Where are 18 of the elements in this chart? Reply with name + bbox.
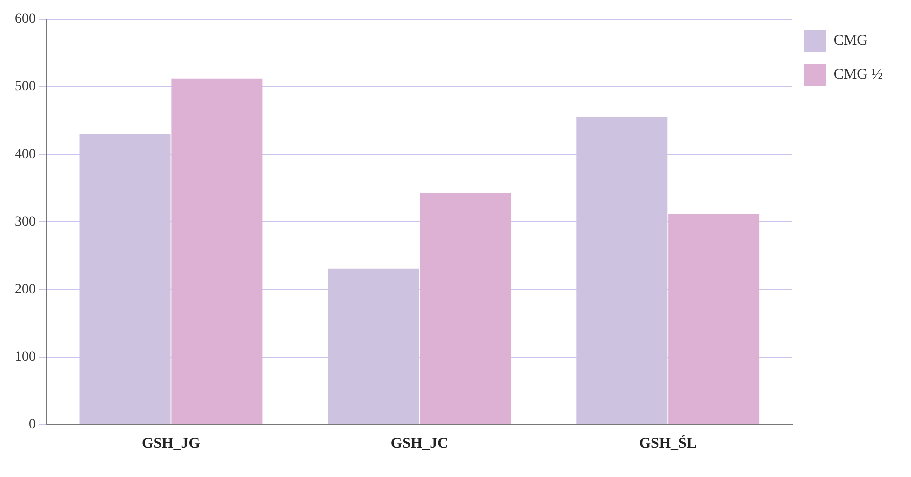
x-tick-label: GSH_JG <box>142 436 201 452</box>
bar <box>420 193 512 424</box>
y-tick-label: 0 <box>29 418 36 433</box>
x-tick-label: GSH_ŚL <box>639 434 697 452</box>
y-tick-label: 200 <box>15 282 36 298</box>
bar <box>80 134 171 424</box>
y-tick-label: 500 <box>15 80 36 95</box>
legend-label: CMG ½ <box>834 66 884 83</box>
bar <box>172 78 263 424</box>
y-tick-label: 300 <box>15 214 36 230</box>
legend-label: CMG <box>834 32 868 49</box>
bar <box>328 268 420 424</box>
y-tick-label: 400 <box>15 147 36 162</box>
y-tick-label: 100 <box>15 350 36 366</box>
x-tick-label: GSH_JC <box>390 436 448 452</box>
bar <box>668 214 760 424</box>
bar <box>576 117 668 424</box>
y-tick-label: 600 <box>15 12 36 28</box>
